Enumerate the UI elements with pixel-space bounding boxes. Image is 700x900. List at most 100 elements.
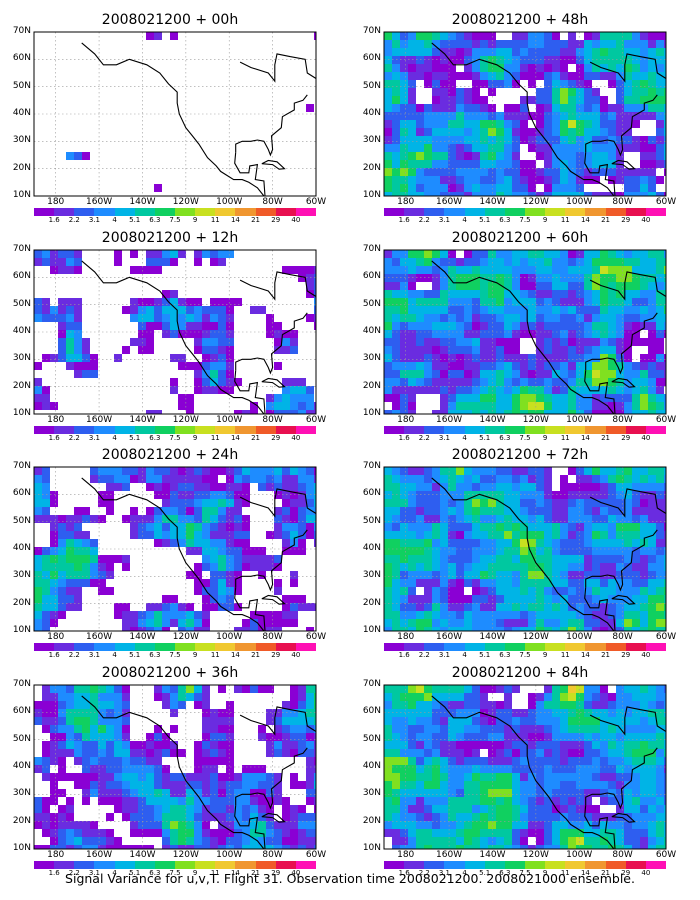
variance-cell [242, 627, 250, 631]
variance-cell [82, 515, 90, 523]
variance-cell [408, 845, 416, 849]
variance-cell [432, 619, 440, 627]
variance-cell [154, 797, 162, 805]
variance-cell [416, 104, 424, 112]
variance-cell [282, 346, 290, 354]
variance-cell [274, 362, 282, 370]
variance-cell [170, 805, 178, 813]
latitude-label: 30N [12, 353, 31, 364]
colorbar-swatch [94, 426, 115, 434]
variance-cell [608, 112, 616, 120]
variance-cell [194, 475, 202, 483]
variance-cell [186, 394, 194, 402]
variance-cell [290, 386, 298, 394]
variance-cell [306, 693, 314, 701]
latitude-label: 40N [362, 761, 381, 771]
variance-cell [408, 603, 416, 611]
variance-cell [632, 555, 640, 563]
variance-cell [400, 168, 408, 176]
variance-cell [266, 611, 274, 619]
variance-cell [648, 789, 656, 797]
variance-cell [656, 813, 664, 821]
variance-cell [384, 290, 392, 298]
variance-cell [624, 813, 632, 821]
colorbar-swatch [424, 861, 445, 869]
variance-cell [258, 797, 266, 805]
variance-cell [424, 733, 432, 741]
variance-cell [392, 378, 400, 386]
variance-cell [576, 829, 584, 837]
variance-cell [600, 314, 608, 322]
variance-cell [74, 821, 82, 829]
variance-cell [592, 306, 600, 314]
variance-cell [544, 72, 552, 80]
variance-cell [568, 797, 576, 805]
variance-cell [194, 258, 202, 266]
latitude-label: 70N [362, 26, 381, 36]
variance-cell [616, 176, 624, 184]
variance-cell [274, 725, 282, 733]
longitude-label: 160W [86, 197, 113, 207]
variance-cell [632, 595, 640, 603]
variance-cell [122, 346, 130, 354]
variance-cell [400, 346, 408, 354]
variance-cell [226, 499, 234, 507]
variance-cell [408, 32, 416, 40]
coastline [81, 260, 265, 415]
variance-cell [488, 250, 496, 258]
variance-cell [424, 741, 432, 749]
variance-cell [496, 467, 504, 475]
variance-cell [298, 829, 306, 837]
variance-cell [234, 685, 242, 693]
variance-cell [74, 587, 82, 595]
variance-cell [384, 346, 392, 354]
variance-cell [520, 821, 528, 829]
variance-cell [448, 322, 456, 330]
variance-cell [306, 282, 314, 290]
variance-cell [640, 821, 648, 829]
variance-cell [552, 491, 560, 499]
variance-cell [392, 410, 400, 414]
variance-cell [464, 507, 472, 515]
variance-cell [424, 258, 432, 266]
variance-cell [408, 346, 416, 354]
variance-cell [218, 813, 226, 821]
variance-cell [592, 483, 600, 491]
variance-cell [608, 354, 616, 362]
variance-cell [306, 314, 314, 322]
variance-cell [592, 717, 600, 725]
variance-cell [584, 539, 592, 547]
variance-cell [384, 96, 392, 104]
variance-cell [512, 757, 520, 765]
variance-cell [520, 499, 528, 507]
variance-cell [170, 250, 178, 258]
coastline [585, 747, 658, 810]
variance-cell [34, 475, 42, 483]
variance-cell [202, 765, 210, 773]
variance-cell [440, 507, 448, 515]
variance-cell [576, 523, 584, 531]
variance-cell [218, 507, 226, 515]
colorbar-swatch [645, 861, 666, 869]
variance-cell [416, 531, 424, 539]
variance-cell [234, 603, 242, 611]
variance-cell [496, 48, 504, 56]
variance-cell [314, 483, 316, 491]
variance-cell [400, 813, 408, 821]
variance-cell [496, 507, 504, 515]
variance-cell [384, 595, 392, 603]
variance-cell [536, 48, 544, 56]
variance-cell [608, 467, 616, 475]
variance-cell [98, 693, 106, 701]
variance-cell [138, 627, 146, 631]
variance-cell [408, 88, 416, 96]
colorbar [384, 861, 666, 869]
variance-cell [584, 555, 592, 563]
variance-cell [608, 104, 616, 112]
variance-cell [242, 539, 250, 547]
variance-cell [456, 595, 464, 603]
variance-cell [170, 523, 178, 531]
variance-cell [58, 595, 66, 603]
variance-cell [178, 314, 186, 322]
variance-cell [656, 298, 664, 306]
